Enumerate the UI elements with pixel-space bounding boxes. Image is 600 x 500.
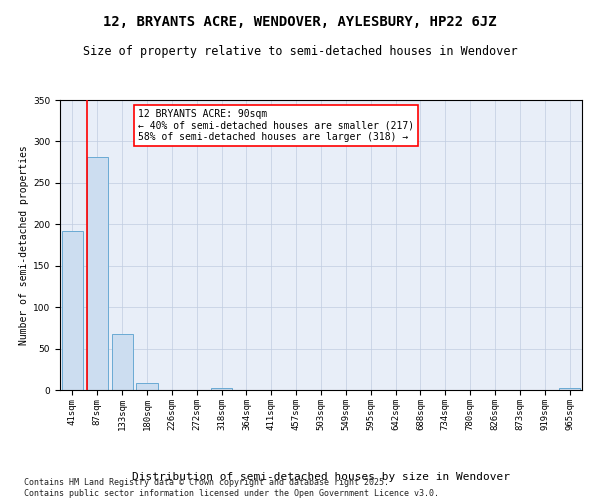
Text: 12, BRYANTS ACRE, WENDOVER, AYLESBURY, HP22 6JZ: 12, BRYANTS ACRE, WENDOVER, AYLESBURY, H… — [103, 15, 497, 29]
Bar — [112, 334, 133, 390]
Bar — [559, 388, 580, 390]
Y-axis label: Number of semi-detached properties: Number of semi-detached properties — [19, 145, 29, 345]
Bar — [211, 388, 232, 390]
Text: Size of property relative to semi-detached houses in Wendover: Size of property relative to semi-detach… — [83, 45, 517, 58]
Text: Contains HM Land Registry data © Crown copyright and database right 2025.
Contai: Contains HM Land Registry data © Crown c… — [24, 478, 439, 498]
X-axis label: Distribution of semi-detached houses by size in Wendover: Distribution of semi-detached houses by … — [132, 472, 510, 482]
Bar — [87, 157, 108, 390]
Bar — [136, 382, 158, 390]
Bar — [62, 231, 83, 390]
Text: 12 BRYANTS ACRE: 90sqm
← 40% of semi-detached houses are smaller (217)
58% of se: 12 BRYANTS ACRE: 90sqm ← 40% of semi-det… — [139, 108, 415, 142]
